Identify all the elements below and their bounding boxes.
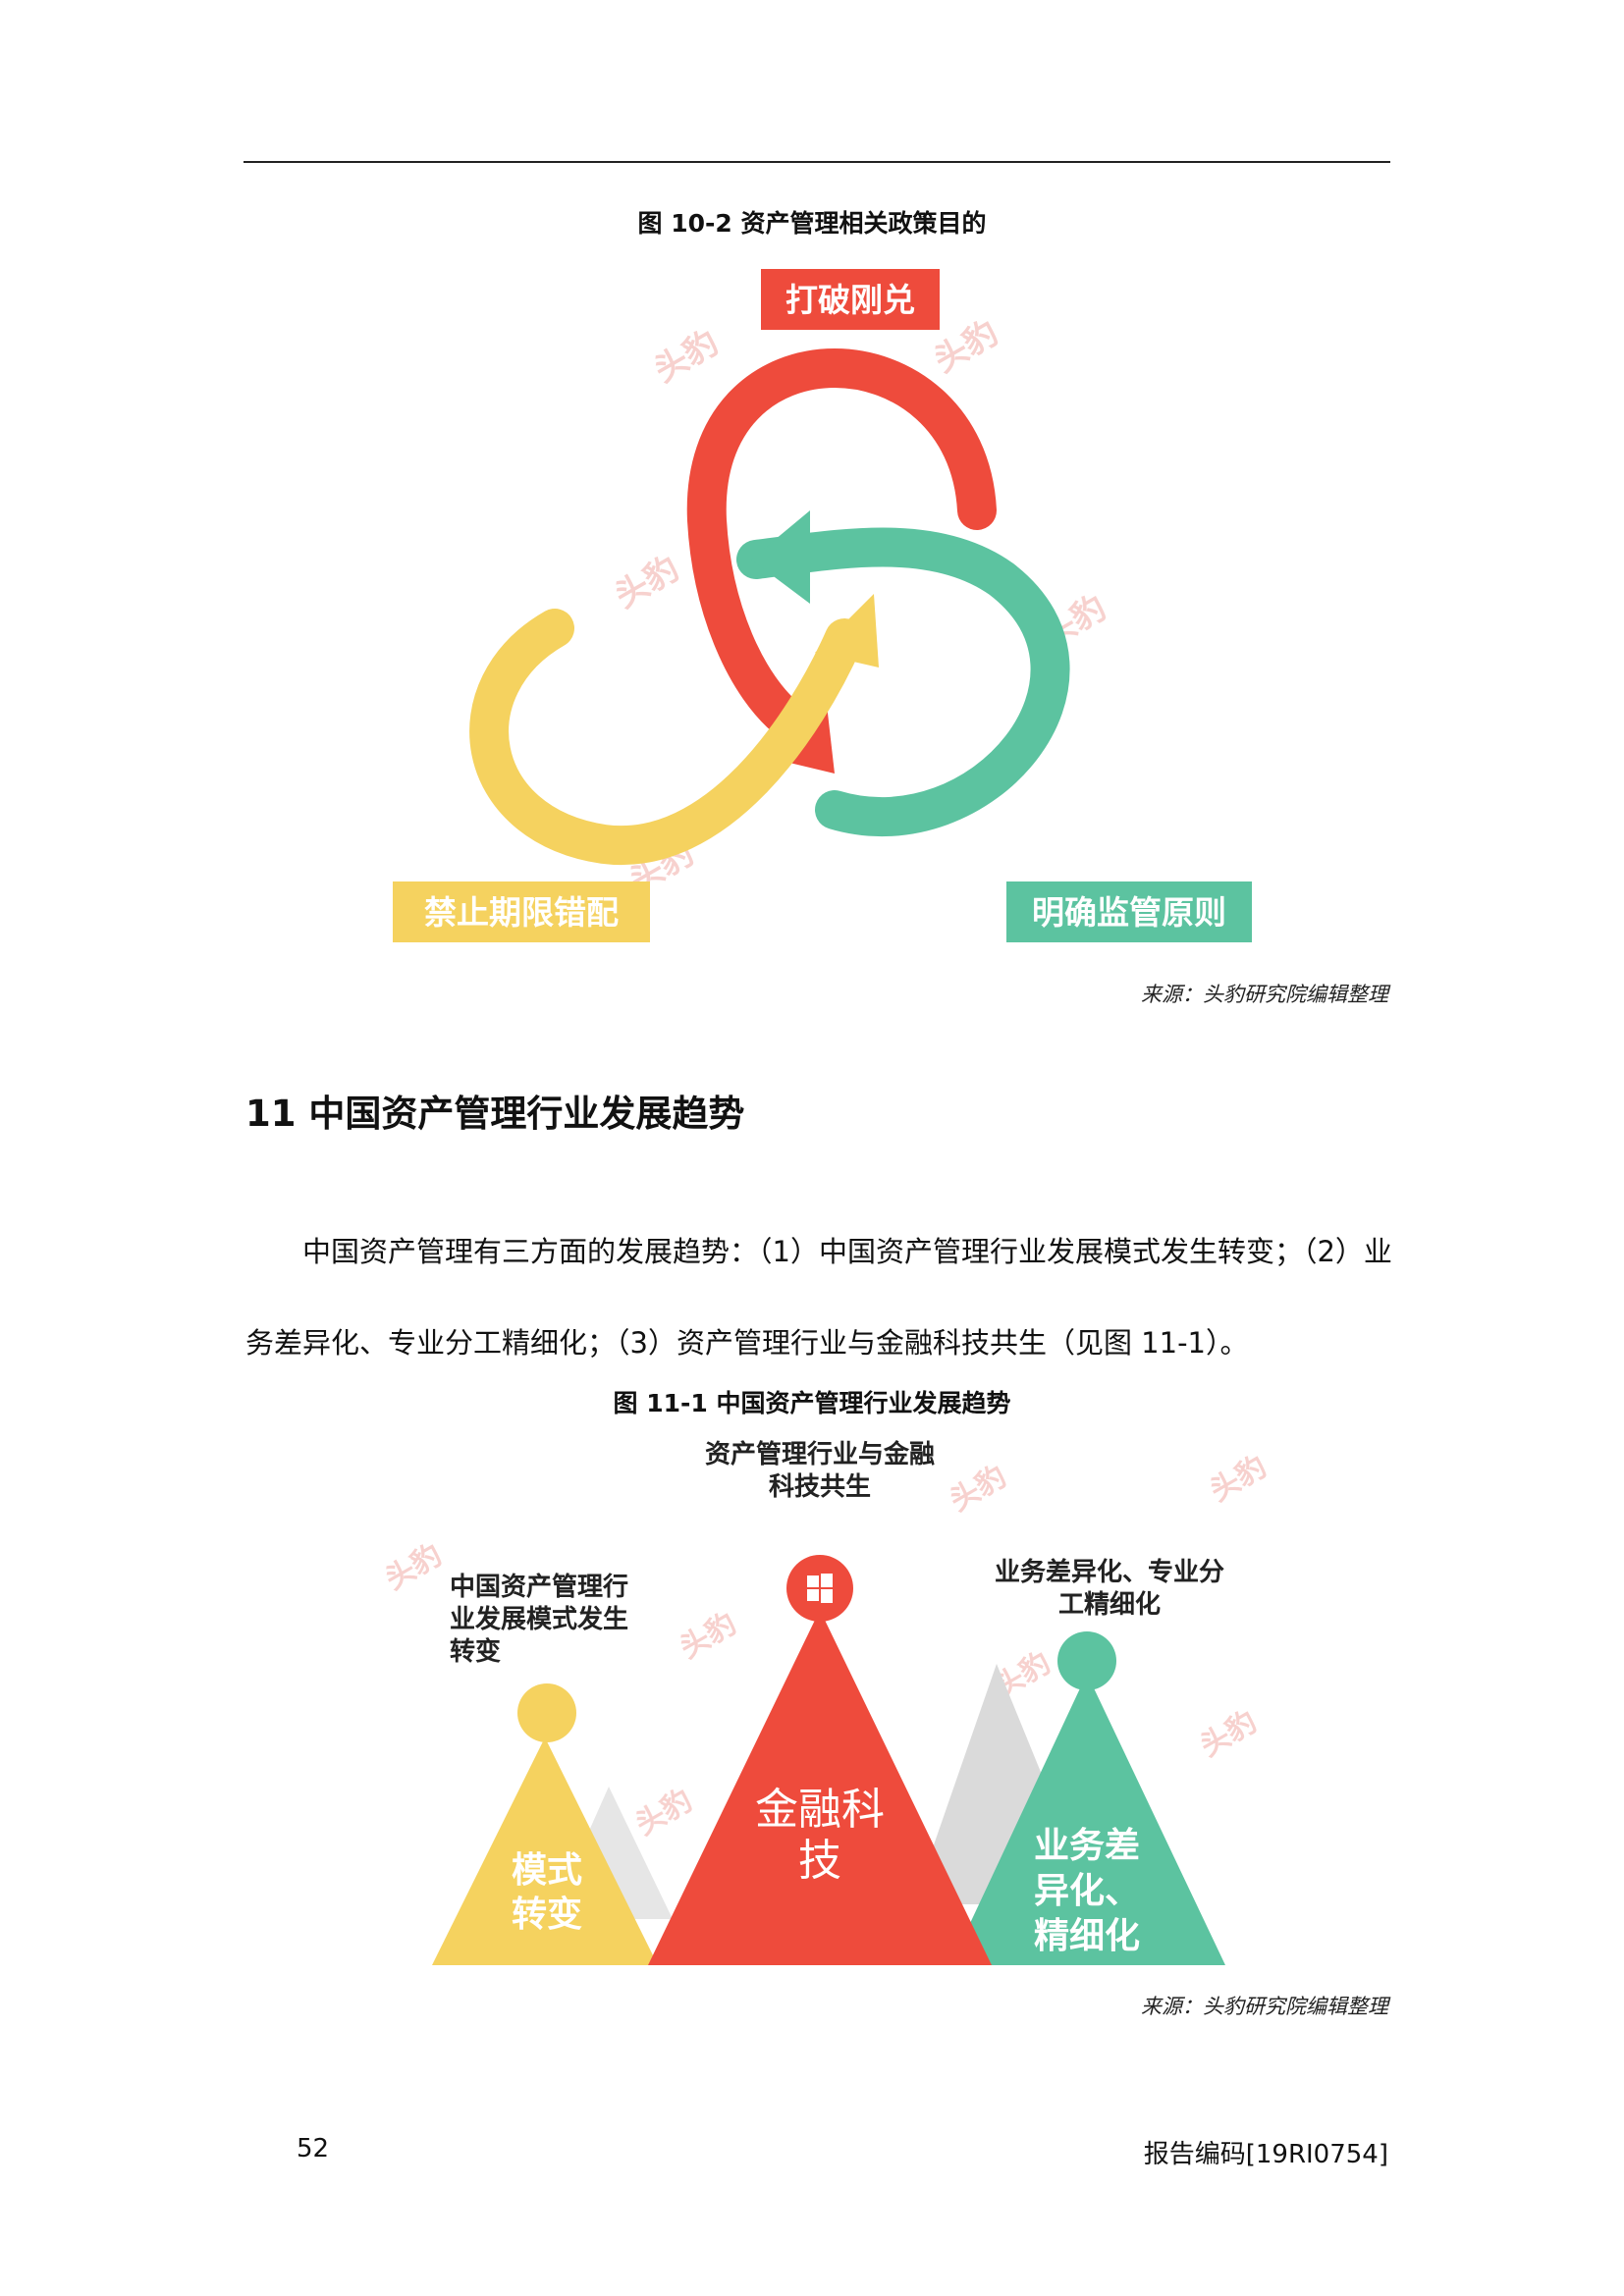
green-arrow	[736, 527, 1070, 836]
yellow-arrowhead	[815, 594, 879, 667]
yellow-inner-line-2: 转变	[512, 1894, 582, 1935]
yellow-circle	[517, 1683, 576, 1742]
yellow-inner-line-1: 模式	[512, 1850, 582, 1891]
figure-11-1-source: 来源：头豹研究院编辑整理	[1141, 1995, 1388, 2018]
header-rule	[244, 161, 1390, 163]
svg-text:头豹: 头豹	[380, 1538, 448, 1597]
red-inner-line-2: 技	[798, 1836, 841, 1886]
paragraph-line-2: 务差异化、专业分工精细化；（3）资产管理行业与金融科技共生（见图 11-1）。	[245, 1326, 1249, 1360]
center-label-line-2: 科技共生	[769, 1472, 871, 1502]
svg-text:头豹: 头豹	[1205, 1450, 1272, 1509]
svg-text:头豹: 头豹	[675, 1607, 742, 1666]
left-label-line-2: 业发展模式发生	[450, 1604, 628, 1634]
green-inner-line-1: 业务差	[1034, 1826, 1140, 1866]
label-box-left	[393, 881, 650, 942]
windows-icon	[807, 1574, 833, 1603]
report-code: 报告编码[19RI0754]	[1143, 2140, 1388, 2169]
page-number: 52	[297, 2134, 330, 2163]
svg-text:头豹: 头豹	[1195, 1705, 1263, 1764]
yellow-arrow	[469, 609, 864, 866]
svg-text:头豹: 头豹	[609, 549, 686, 616]
green-inner-line-3: 精细化	[1034, 1916, 1140, 1956]
policy-goals-diagram: 头豹 头豹 头豹 头豹 头豹 打破刚兑 禁止期限错配 明确监管原则	[393, 269, 1252, 942]
green-inner-line-2: 异化、	[1034, 1871, 1140, 1911]
yellow-triangle	[432, 1737, 658, 1965]
red-inner-line-1: 金融科	[755, 1785, 885, 1835]
right-label-line-1: 业务差异化、专业分	[995, 1557, 1224, 1587]
section-heading: 11 中国资产管理行业发展趋势	[245, 1093, 745, 1135]
green-circle	[1057, 1631, 1116, 1690]
svg-text:头豹: 头豹	[648, 323, 726, 391]
figure-10-2-caption: 图 10-2 资产管理相关政策目的	[637, 209, 987, 238]
svg-text:头豹: 头豹	[630, 1784, 698, 1842]
label-left: 禁止期限错配	[424, 893, 619, 932]
green-triangle	[950, 1674, 1225, 1965]
red-circle	[786, 1555, 853, 1622]
center-label-line-1: 资产管理行业与金融	[705, 1439, 935, 1469]
red-arrow	[686, 348, 997, 741]
left-label-line-3: 转变	[450, 1636, 501, 1667]
green-arrowhead	[751, 510, 810, 604]
figure-10-2-source: 来源：头豹研究院编辑整理	[1141, 983, 1388, 1006]
trends-diagram: 头豹 头豹 头豹 头豹 头豹 头豹 头豹 中国资产管理行 业发展模式发生 转变 …	[380, 1439, 1272, 1965]
left-label-line-1: 中国资产管理行	[450, 1572, 628, 1602]
svg-text:头豹: 头豹	[945, 1460, 1012, 1519]
label-box-right	[1006, 881, 1252, 942]
label-box-top	[761, 269, 940, 330]
figure-11-1-caption: 图 11-1 中国资产管理行业发展趋势	[613, 1389, 1011, 1417]
red-triangle	[648, 1610, 992, 1965]
label-right: 明确监管原则	[1032, 893, 1226, 932]
right-label-line-2: 工精细化	[1058, 1589, 1161, 1620]
paragraph-line-1: 中国资产管理有三方面的发展趋势：（1）中国资产管理行业发展模式发生转变；（2）业	[302, 1235, 1392, 1268]
label-top: 打破刚兑	[785, 281, 915, 319]
